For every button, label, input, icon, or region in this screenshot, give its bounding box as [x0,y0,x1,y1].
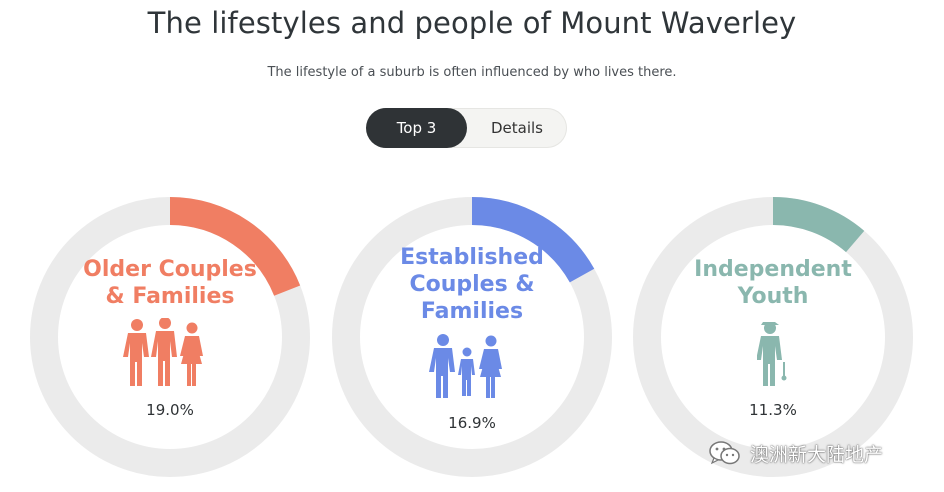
donut-ring [332,197,612,477]
donut-established-couples: Established Couples & Families 16.9% [327,192,617,482]
segment-value: 11.3% [749,401,797,419]
young-family-icon [429,334,502,398]
segment-label-line: Established [400,245,544,270]
donut-ring [30,197,310,477]
toggle-details-button[interactable]: Details [490,119,543,137]
segment-label: Older Couples & Families [45,256,295,310]
segment-value: 19.0% [146,401,194,419]
donut-older-couples: Older Couples & Families 19.0% [25,192,315,482]
segment-label: Independent Youth [648,256,898,310]
segment-label-line: & Families [105,284,235,309]
segment-label-line: Families [420,299,524,324]
donut-ring [633,197,913,477]
donut-segment [471,197,595,283]
page-title: The lifestyles and people of Mount Waver… [147,6,797,40]
segment-value: 16.9% [448,414,496,432]
page-subtitle: The lifestyle of a suburb is often influ… [267,65,677,80]
older-couple-family-icon [123,318,203,386]
segment-label-line: Older Couples [83,257,257,282]
segment-label-line: Youth [737,284,809,309]
segment-label: Established Couples & Families [347,244,597,325]
watermark: 澳洲新大陆地产 [708,438,883,468]
single-person-icon [757,322,787,386]
donut-segment [169,197,301,297]
segment-label-line: Independent [694,257,852,282]
segment-label-line: Couples & [409,272,535,297]
wechat-icon [709,441,740,465]
view-toggle: Top 3 Details [366,108,567,148]
donut-segment [772,197,865,253]
donut-independent-youth: Independent Youth 11.3% [628,192,918,482]
toggle-top3-button[interactable]: Top 3 [366,108,467,148]
watermark-text: 澳洲新大陆地产 [750,443,884,466]
